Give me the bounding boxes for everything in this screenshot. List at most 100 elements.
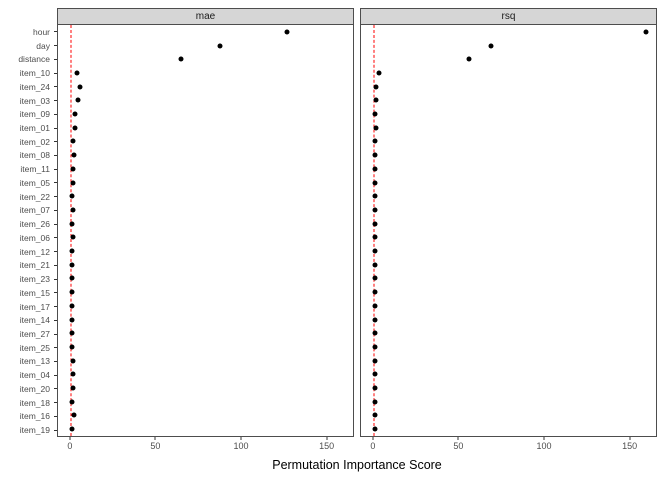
y-axis-label: item_24 [19,81,50,92]
data-point [70,371,76,377]
y-tick-mark [54,182,57,184]
data-point [373,84,379,90]
data-point [77,84,83,90]
data-point [488,43,494,49]
data-point [372,166,378,172]
x-tick-label: 150 [319,441,335,451]
y-axis-label: item_26 [19,219,50,230]
data-point [69,330,75,336]
data-point [372,221,378,227]
y-axis-label: item_14 [19,315,50,326]
x-tick-label: 150 [622,441,638,451]
data-point [69,399,75,405]
x-tick-mark [629,437,631,440]
y-axis-label: item_03 [19,95,50,106]
y-axis-label: item_11 [20,164,50,175]
x-axis-title: Permutation Importance Score [272,458,442,472]
x-tick-label: 0 [370,441,376,451]
x-axis-mae: 0 50 100 150 [57,437,354,455]
data-point [69,426,75,432]
x-tick-mark [326,437,328,440]
data-point [69,275,75,281]
zero-reference-line [70,25,72,436]
data-point [372,248,378,254]
y-tick-mark [54,113,57,115]
data-point [372,111,378,117]
data-point [372,138,378,144]
facet-label-mae: mae [195,11,216,22]
y-tick-mark [54,45,57,47]
data-point [376,70,382,76]
data-point [372,289,378,295]
y-axis-label: item_09 [19,109,50,120]
y-tick-mark [54,209,57,211]
y-tick-mark [54,100,57,102]
data-point [372,412,378,418]
y-tick-mark [54,72,57,74]
y-tick-mark [54,347,57,349]
zero-reference-line [373,25,375,436]
data-point [70,207,76,213]
data-point [372,358,378,364]
x-tick-label: 50 [150,441,161,451]
x-tick-label: 50 [453,441,464,451]
y-tick-mark [54,319,57,321]
data-point [372,207,378,213]
facet-mae: mae 0 50 100 150 [57,8,354,455]
y-axis-label: item_07 [19,205,50,216]
data-point [643,29,649,35]
y-tick-mark [54,306,57,308]
data-point [70,234,76,240]
data-point [75,97,81,103]
y-axis-label: item_01 [19,123,50,133]
data-point [72,125,78,131]
y-axis-label: item_21 [19,260,50,271]
x-tick-mark [240,437,242,440]
y-tick-mark [54,31,57,33]
data-point [69,344,75,350]
y-tick-mark [54,58,57,60]
y-tick-mark [54,196,57,198]
y-tick-mark [54,415,57,417]
data-point [71,152,77,158]
y-axis-label: item_05 [19,177,50,188]
facet-strip-mae: mae [57,8,354,25]
y-axis-label: item_12 [19,246,50,257]
data-point [69,303,75,309]
data-point [372,180,378,186]
y-tick-mark [54,429,57,431]
data-point [466,56,472,62]
facet-strip-rsq: rsq [360,8,657,25]
data-point [372,385,378,391]
y-axis-label: item_16 [19,411,50,422]
data-point [69,317,75,323]
data-point [69,289,75,295]
x-tick-label: 100 [536,441,552,451]
y-axis-label: item_25 [19,342,50,353]
y-tick-mark [54,333,57,335]
x-tick-label: 0 [67,441,73,451]
facet-label-rsq: rsq [501,11,516,22]
data-point [372,234,378,240]
data-point [372,371,378,377]
data-point [372,330,378,336]
data-point [372,426,378,432]
y-axis-label: item_22 [19,191,50,202]
facet-rsq: rsq 0 50 100 150 [360,8,657,455]
y-axis-label: distance [18,54,50,65]
y-axis-label: hour [32,26,50,37]
y-axis-label: item_20 [19,383,50,394]
y-tick-mark [54,223,57,225]
data-point [72,111,78,117]
data-point [372,193,378,199]
y-axis-label: item_13 [19,356,50,367]
y-axis-label: item_17 [19,301,50,312]
y-tick-mark [54,86,57,88]
y-axis-label: item_04 [19,370,50,381]
y-tick-mark [54,402,57,404]
y-tick-mark [54,388,57,390]
data-point [373,125,379,131]
data-point [372,262,378,268]
y-axis-label: item_19 [19,425,50,436]
